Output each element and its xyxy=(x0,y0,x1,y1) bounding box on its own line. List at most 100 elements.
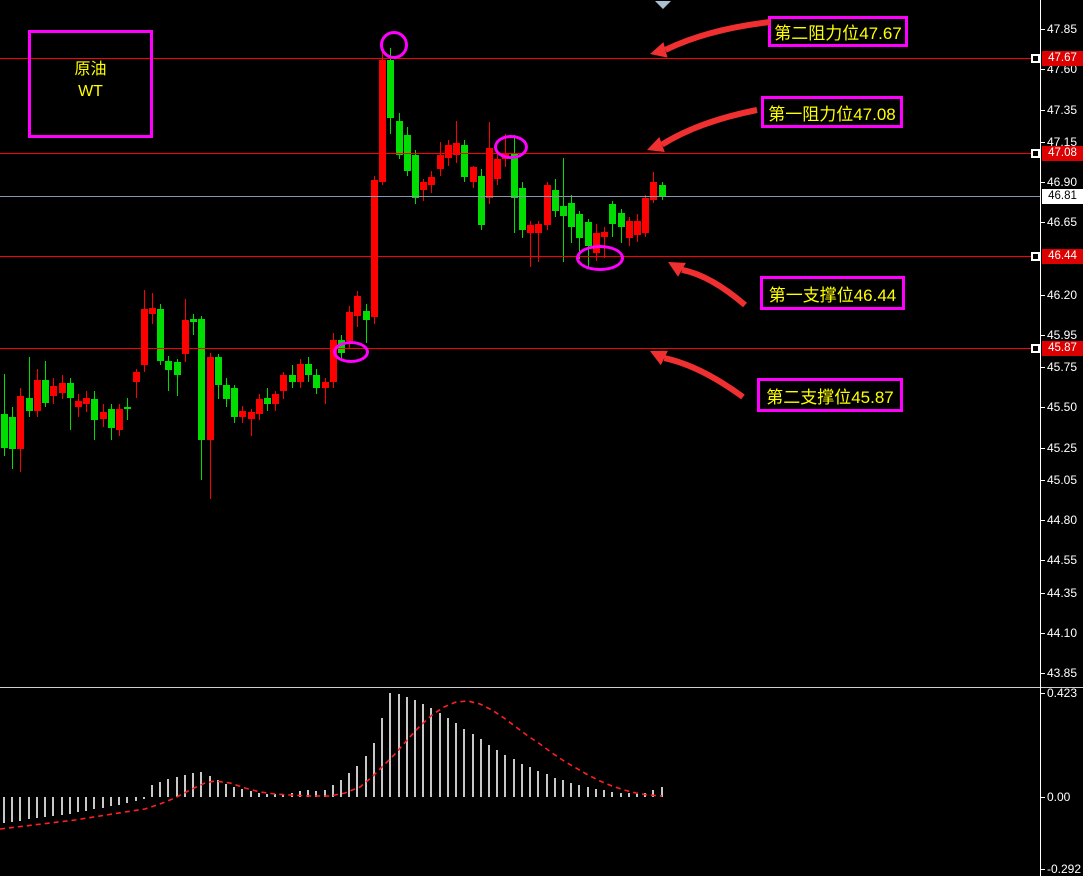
axis-tick xyxy=(1040,29,1045,30)
axis-tick xyxy=(1040,560,1045,561)
arrow-shaft[interactable] xyxy=(681,266,747,308)
macd-histogram-bar xyxy=(611,792,613,797)
candle xyxy=(141,309,148,365)
candle xyxy=(511,153,518,198)
arrow-head[interactable] xyxy=(668,262,686,277)
axis-price-label: 46.90 xyxy=(1047,175,1078,189)
arrow-shaft[interactable] xyxy=(663,355,745,400)
candle xyxy=(239,411,246,417)
candle xyxy=(116,409,123,430)
macd-histogram-bar xyxy=(628,793,630,797)
arrow-head[interactable] xyxy=(650,42,668,58)
candle-wick xyxy=(127,398,128,420)
axis-price-label: 44.35 xyxy=(1047,586,1078,600)
pane-separator xyxy=(0,687,1083,688)
line-endpoint-marker[interactable] xyxy=(1031,54,1040,63)
support-resistance-line[interactable] xyxy=(0,348,1032,349)
candle xyxy=(248,412,255,419)
candle xyxy=(585,222,592,246)
candle xyxy=(182,320,189,354)
candle xyxy=(272,394,279,404)
highlight-ellipse[interactable] xyxy=(380,31,408,59)
macd-histogram-bar xyxy=(570,783,572,797)
macd-indicator-pane xyxy=(0,688,1041,876)
macd-histogram-bar xyxy=(241,789,243,797)
candle xyxy=(609,204,616,224)
axis-price-label: 47.60 xyxy=(1047,62,1078,76)
macd-histogram-bar xyxy=(521,764,523,797)
candle xyxy=(486,148,493,198)
candle xyxy=(91,399,98,420)
macd-histogram-bar xyxy=(578,785,580,797)
macd-histogram-bar xyxy=(151,785,153,797)
macd-histogram-bar xyxy=(307,790,309,797)
support1-label: 第一支撑位46.44 xyxy=(768,285,897,305)
candle xyxy=(280,375,287,391)
candle xyxy=(461,145,468,177)
axis-price-label: 45.05 xyxy=(1047,473,1078,487)
macd-histogram-bar xyxy=(414,700,416,797)
macd-histogram-bar xyxy=(463,729,465,797)
arrow-shaft[interactable] xyxy=(660,107,758,148)
candle-wick xyxy=(325,378,326,404)
candle xyxy=(363,311,370,320)
support1-label-box[interactable]: 第一支撑位46.44 xyxy=(760,276,905,310)
candle xyxy=(313,375,320,388)
macd-histogram-bar xyxy=(455,723,457,797)
candle xyxy=(289,375,296,382)
resistance1-label-box[interactable]: 第一阻力位47.08 xyxy=(761,96,903,128)
macd-histogram-bar xyxy=(19,797,21,821)
resistance2-label: 第二阻力位47.67 xyxy=(774,24,902,43)
highlight-ellipse[interactable] xyxy=(494,135,528,159)
support2-label: 第二支撑位45.87 xyxy=(766,387,894,407)
axis-price-label: 45.95 xyxy=(1047,328,1078,342)
candle xyxy=(634,221,641,235)
candle xyxy=(437,155,444,169)
candle xyxy=(519,188,526,230)
candle xyxy=(17,396,24,449)
macd-histogram-bar xyxy=(93,797,95,809)
support2-label-box[interactable]: 第二支撑位45.87 xyxy=(757,378,903,412)
support-resistance-line[interactable] xyxy=(0,58,1032,59)
candle xyxy=(34,380,41,411)
line-endpoint-marker[interactable] xyxy=(1031,252,1040,261)
axis-tick xyxy=(1040,693,1045,694)
candle xyxy=(396,121,403,155)
axis-tick xyxy=(1040,480,1045,481)
macd-histogram-bar xyxy=(176,777,178,797)
candle xyxy=(650,182,657,200)
resistance1-label: 第一阻力位47.08 xyxy=(768,104,896,124)
macd-histogram-bar xyxy=(513,759,515,797)
highlight-ellipse[interactable] xyxy=(576,245,624,271)
symbol-name: 原油 xyxy=(74,61,107,78)
line-endpoint-marker[interactable] xyxy=(1031,344,1040,353)
axis-tick xyxy=(1040,69,1045,70)
arrow-head[interactable] xyxy=(650,350,668,366)
axis-tick xyxy=(1040,367,1045,368)
resistance2-label-box[interactable]: 第二阻力位47.67 xyxy=(768,16,908,47)
candle xyxy=(552,190,559,211)
candle xyxy=(576,214,583,238)
axis-tick xyxy=(1040,335,1045,336)
candle xyxy=(9,417,16,449)
macd-histogram-bar xyxy=(595,789,597,797)
highlight-ellipse[interactable] xyxy=(333,341,369,363)
line-endpoint-marker[interactable] xyxy=(1031,149,1040,158)
symbol-label-box[interactable]: 原油 WT xyxy=(28,30,153,138)
candle xyxy=(568,203,575,227)
candle xyxy=(59,383,66,393)
level-price-badge: 47.08 xyxy=(1042,146,1083,161)
current-price-line xyxy=(0,196,1040,197)
macd-histogram-bar xyxy=(546,774,548,797)
macd-histogram-bar xyxy=(480,739,482,797)
macd-histogram-bar xyxy=(472,734,474,797)
macd-histogram-bar xyxy=(661,787,663,797)
candle-wick xyxy=(70,378,71,430)
macd-histogram-bar xyxy=(28,797,30,819)
arrow-head[interactable] xyxy=(647,137,665,153)
support-resistance-line[interactable] xyxy=(0,256,1032,257)
arrow-shaft[interactable] xyxy=(664,19,771,53)
candle xyxy=(108,409,115,428)
candle xyxy=(231,388,238,417)
